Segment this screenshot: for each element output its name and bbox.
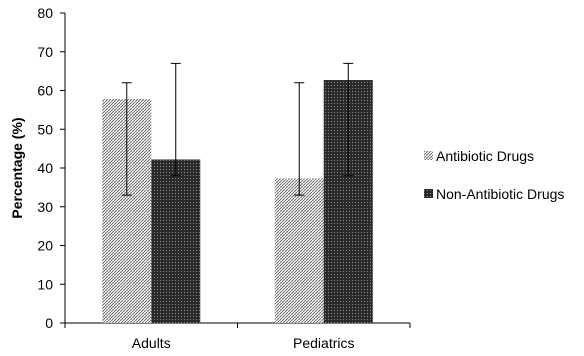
y-tick-label: 70	[37, 44, 53, 60]
legend-swatch	[424, 151, 433, 160]
legend-label: Non-Antibiotic Drugs	[436, 186, 564, 202]
y-tick-label: 20	[37, 238, 53, 254]
x-category-label: Pediatrics	[293, 335, 354, 351]
y-tick-label: 50	[37, 121, 53, 137]
y-axis-title: Percentage (%)	[9, 117, 25, 218]
y-tick-label: 80	[37, 5, 53, 21]
y-tick-label: 10	[37, 276, 53, 292]
labels: 0 10 20 30 40 50 60 70 80 Adults Pediatrics	[37, 5, 354, 351]
legend: Antibiotic Drugs Non-Antibiotic Drugs	[424, 148, 564, 202]
y-tick-label: 0	[45, 315, 53, 331]
y-tick-label: 40	[37, 160, 53, 176]
x-category-label: Adults	[132, 335, 171, 351]
legend-swatch	[424, 189, 433, 198]
bar-antibiotic	[274, 178, 324, 323]
legend-label: Antibiotic Drugs	[436, 148, 534, 164]
bars	[102, 80, 373, 324]
bar-non-antibiotic	[151, 159, 201, 323]
y-tick-label: 30	[37, 199, 53, 215]
y-tick-label: 60	[37, 83, 53, 99]
error-bars	[121, 62, 354, 196]
